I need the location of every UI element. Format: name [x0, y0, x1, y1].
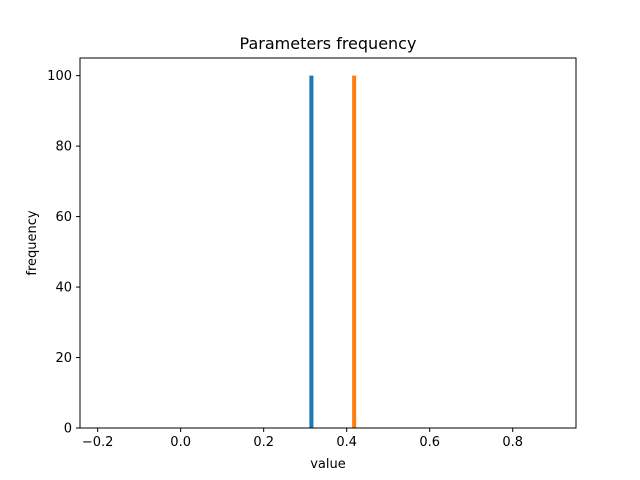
plot-frame	[79, 57, 577, 429]
x-axis-ticks: −0.2 0.0 0.2 0.4 0.6 0.8	[82, 428, 523, 450]
chart-title: Parameters frequency	[240, 34, 417, 53]
bars-group	[309, 75, 357, 428]
y-tick-label: 0	[64, 422, 72, 437]
y-axis-label: frequency	[25, 210, 40, 276]
x-tick-label: 0.8	[502, 435, 523, 450]
x-tick-label: 0.2	[253, 435, 274, 450]
x-tick-label: −0.2	[82, 435, 114, 450]
x-tick-label: 0.0	[170, 435, 191, 450]
x-tick-label: 0.6	[419, 435, 440, 450]
bar-series-2	[352, 75, 357, 428]
y-tick-label: 80	[55, 140, 72, 155]
x-axis-label: value	[310, 457, 346, 472]
y-tick-label: 60	[55, 210, 72, 225]
y-tick-label: 100	[47, 69, 72, 84]
x-tick-label: 0.4	[336, 435, 357, 450]
y-tick-label: 40	[55, 281, 72, 296]
y-axis-ticks: 0 20 40 60 80 100	[47, 69, 80, 437]
bar-series-1	[309, 75, 314, 428]
y-tick-label: 20	[55, 351, 72, 366]
